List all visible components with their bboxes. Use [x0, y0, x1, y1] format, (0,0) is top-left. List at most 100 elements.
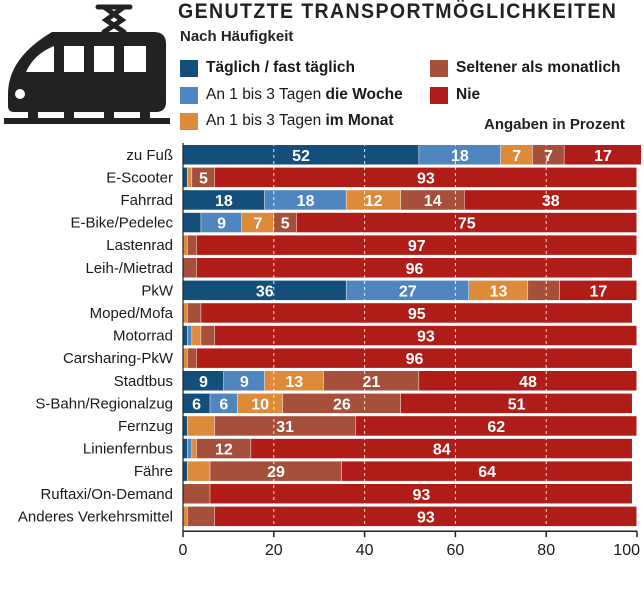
- data-label: 6: [192, 396, 201, 413]
- legend-swatch-never: [430, 86, 448, 104]
- x-tick-label: 20: [265, 542, 283, 559]
- bar-segment: [183, 167, 188, 188]
- bar-segment: [183, 145, 420, 165]
- bar-segment: [400, 190, 465, 210]
- bar-segment: [251, 438, 633, 459]
- bar-segment: [196, 235, 637, 255]
- bar-segment: [183, 461, 188, 481]
- bar-segment: [187, 167, 193, 188]
- data-label: 7: [544, 148, 553, 165]
- data-label: 51: [508, 396, 526, 413]
- legend-item-monthly: An 1 bis 3 Tagen im Monat: [180, 112, 394, 130]
- bar-segment: [187, 303, 202, 323]
- data-label: 48: [519, 374, 537, 391]
- data-label: 5: [199, 170, 208, 187]
- legend-label-monthly: An 1 bis 3 Tagen im Monat: [206, 112, 394, 129]
- category-label: Anderes Verkehrsmittel: [18, 508, 173, 525]
- data-label: 97: [408, 238, 426, 255]
- bar-segment: [187, 461, 211, 481]
- bar-segment: [214, 167, 637, 188]
- category-label: Fähre: [134, 463, 173, 480]
- data-label: 84: [433, 442, 451, 459]
- train-icon: [4, 4, 170, 124]
- legend-swatch-rarely: [430, 59, 448, 77]
- category-label: PkW: [141, 282, 174, 299]
- bar-segment: [237, 393, 283, 414]
- chart-title: GENUTZTE TRANSPORTMÖGLICHKEITEN: [178, 0, 618, 23]
- data-label: 93: [412, 487, 430, 504]
- data-label: 96: [406, 351, 424, 368]
- bar-segment: [223, 371, 265, 391]
- data-label: 10: [251, 396, 269, 413]
- category-label: Ruftaxi/On-Demand: [40, 486, 173, 503]
- x-tick-label: 40: [356, 542, 374, 559]
- category-label: S-Bahn/Regionalzug: [35, 395, 173, 412]
- bar-segment: [183, 303, 188, 323]
- data-label: 29: [267, 464, 285, 481]
- data-label: 12: [215, 442, 233, 459]
- category-label: Fahrrad: [120, 192, 173, 209]
- bar-segment: [214, 325, 637, 346]
- data-label: 38: [542, 193, 560, 210]
- data-label: 27: [399, 283, 417, 300]
- data-label: 64: [478, 464, 496, 481]
- bar-segment: [469, 280, 529, 301]
- bar-segment: [532, 145, 565, 165]
- bar-segment: [346, 280, 470, 301]
- data-label: 21: [363, 374, 381, 391]
- bar-segment: [214, 506, 637, 527]
- chart-subtitle: Nach Häufigkeit: [180, 28, 294, 45]
- bar-segment: [196, 438, 252, 459]
- bar-segment: [559, 280, 637, 301]
- legend-swatch-monthly: [180, 112, 198, 130]
- data-label: 9: [217, 216, 226, 233]
- bar-segment: [214, 416, 356, 436]
- bar-segment: [500, 145, 533, 165]
- bar-segment: [400, 393, 633, 414]
- bar-segment: [346, 190, 401, 210]
- bar-segment: [210, 393, 238, 414]
- legend-label-never: Nie: [456, 86, 481, 103]
- legend-item-weekly: An 1 bis 3 Tagen die Woche: [180, 86, 403, 104]
- bar-segment: [273, 212, 297, 233]
- bar-segment: [183, 416, 188, 436]
- data-label: 31: [276, 419, 294, 436]
- data-label: 17: [594, 148, 612, 165]
- data-label: 93: [417, 329, 435, 346]
- bar-segment: [192, 325, 202, 346]
- data-label: 18: [297, 193, 315, 210]
- data-label: 52: [292, 148, 310, 165]
- data-label: 18: [451, 148, 469, 165]
- category-label: Leih-/Mietrad: [85, 260, 173, 277]
- bar-segment: [183, 190, 265, 210]
- bar-segment: [196, 348, 633, 368]
- bar-segment: [201, 303, 633, 323]
- legend-item-never: Nie: [430, 86, 480, 104]
- data-label: 14: [424, 193, 442, 210]
- category-label: Fernzug: [118, 418, 173, 435]
- bar-segment: [201, 212, 243, 233]
- bar-segment: [183, 325, 188, 346]
- bar-segment: [210, 484, 633, 504]
- legend-label-weekly: An 1 bis 3 Tagen die Woche: [206, 86, 403, 103]
- category-label: Carsharing-PkW: [63, 350, 174, 367]
- bar-segment: [419, 371, 637, 391]
- bar-segment: [187, 506, 215, 527]
- bar-segment: [192, 438, 197, 459]
- data-label: 13: [285, 374, 303, 391]
- data-label: 5: [281, 216, 290, 233]
- data-label: 12: [365, 193, 383, 210]
- legend-label-rarely: Seltener als monatlich: [456, 59, 621, 76]
- bar-segment: [196, 258, 633, 278]
- bar-segment: [183, 506, 188, 527]
- bar-segment: [183, 258, 197, 278]
- bar-segment: [355, 416, 637, 436]
- bar-segment: [187, 438, 193, 459]
- category-label: Stadtbus: [114, 373, 173, 390]
- bar-segment: [183, 212, 202, 233]
- bar-segment: [183, 484, 211, 504]
- bar-segment: [564, 145, 642, 165]
- bar-segment: [183, 348, 188, 368]
- bar-segment: [464, 190, 637, 210]
